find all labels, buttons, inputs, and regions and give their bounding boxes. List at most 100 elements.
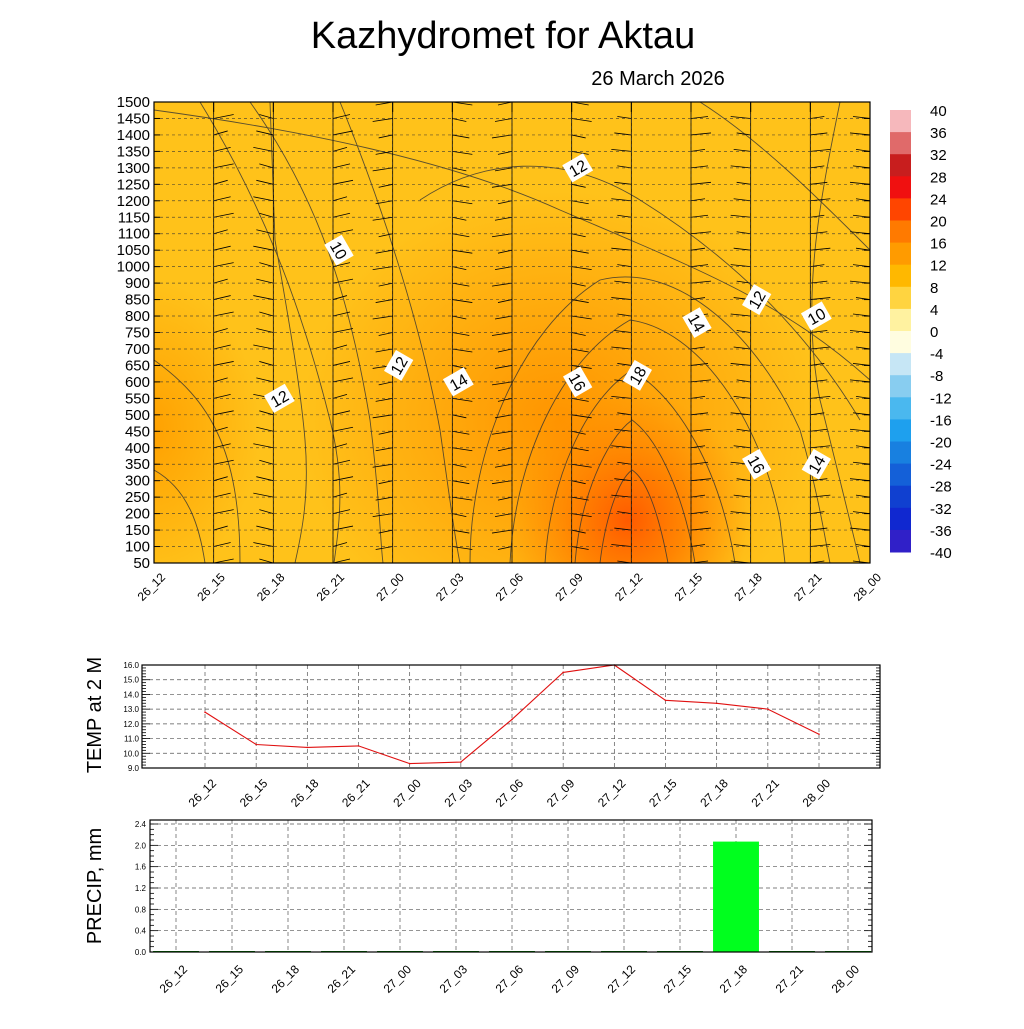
barb-27_18-1450 (730, 116, 751, 119)
barb-26_21-1400 (332, 130, 354, 136)
contour-label-5: 12 (384, 350, 414, 381)
contour-label-box-0 (562, 153, 594, 183)
barb-27_00-1450 (372, 118, 393, 122)
precipitation-frame (149, 819, 873, 953)
barb-27_06-500 (494, 414, 513, 419)
barb-26_18-600 (256, 377, 274, 383)
barb-27_06-900 (491, 282, 513, 287)
barb-26_15-250 (213, 492, 231, 498)
barb-26_18-1200 (253, 196, 274, 202)
barb-27_09-1200 (571, 200, 589, 205)
barb-27_21-300 (810, 478, 828, 482)
colorbar-label-18: -32 (930, 501, 952, 518)
contour-label-text-4: 14 (684, 311, 708, 335)
barb-27_09-1050 (571, 249, 589, 254)
colorbar-segment-12 (890, 375, 911, 398)
barb-27_21-1300 (810, 165, 825, 169)
colorbar: 4036322824201612840-4-8-12-16-20-24-28-3… (890, 103, 952, 562)
barb-26_15-800 (213, 311, 234, 317)
barb-27_03-400 (452, 447, 473, 452)
contour-label-text-3: 10 (805, 305, 829, 329)
barb-27_06-1450 (494, 118, 513, 122)
barb-27_00-450 (378, 430, 393, 435)
temperature-x-ticks: 26_12 26_15 26_18 26_21 27_00 27_03 27_06 27_09… (186, 776, 834, 810)
barb-27_03-1200 (452, 200, 473, 205)
barb-27_00-600 (378, 381, 393, 386)
barb-26_18-1250 (256, 179, 274, 185)
contour-label-11: 14 (801, 448, 831, 480)
barb-27_09-500 (571, 414, 592, 419)
contour-label-text-5: 12 (388, 354, 412, 378)
barb-27_21-1450 (810, 116, 825, 119)
temperature-grid (142, 664, 880, 769)
barb-27_00-1150 (372, 216, 393, 221)
colorbar-segment-6 (890, 242, 911, 266)
temp-y-tick-label-1: 10.0 (123, 749, 139, 758)
y-tick-label-500: 500 (125, 407, 150, 424)
x-tick-label-27_06: 27_06 (493, 570, 527, 604)
barb-26_21-600 (332, 377, 354, 383)
barb-27_03-1350 (452, 150, 473, 155)
precipitation-grid (150, 820, 872, 952)
barb-27_18-550 (733, 395, 751, 399)
y-tick-label-300: 300 (125, 473, 150, 490)
barb-27_09-750 (571, 332, 586, 336)
precip-x-tick-label-26_21: 26_21 (325, 962, 359, 996)
barb-27_15-1200 (690, 198, 706, 202)
barb-27_06-1350 (497, 151, 513, 155)
barb-26_18-300 (256, 476, 274, 482)
contour-label-2: 12 (742, 284, 772, 315)
barb-26_15-400 (213, 443, 231, 449)
y-tick-label-1350: 1350 (117, 143, 150, 160)
barb-26_21-100 (332, 542, 348, 547)
barb-27_06-850 (497, 299, 513, 303)
x-tick-label-28_00: 28_00 (851, 570, 885, 604)
colorbar-segment-17 (890, 485, 911, 509)
contour-label-text-1: 10 (326, 239, 350, 263)
barb-27_09-150 (571, 529, 586, 534)
barb-27_15-1150 (690, 214, 709, 218)
barb-27_06-350 (494, 463, 513, 468)
barb-26_21-500 (332, 410, 351, 416)
contour-label-box-6 (442, 367, 474, 397)
barb-27_15-400 (690, 445, 706, 449)
x-tick-label-27_15: 27_15 (672, 570, 706, 604)
y-tick-label-1150: 1150 (118, 209, 150, 226)
colorbar-label-15: -20 (930, 435, 952, 452)
temp-x-tick-label-27_03: 27_03 (441, 776, 475, 810)
barb-26_18-250 (253, 492, 274, 498)
barb-27_21-150 (810, 527, 828, 531)
barb-26_21-1450 (332, 114, 351, 119)
barb-27_21-850 (810, 297, 831, 300)
contour-label-3: 10 (800, 301, 832, 331)
barb-27_03-700 (452, 348, 473, 353)
barb-26_18-900 (256, 278, 274, 284)
y-tick-label-1300: 1300 (117, 160, 150, 177)
barb-27_03-1100 (452, 233, 470, 238)
colorbar-segment-15 (890, 441, 911, 465)
barb-27_06-1250 (491, 183, 513, 188)
barb-27_06-1400 (491, 134, 513, 139)
temperature-series-line (204, 664, 820, 765)
colorbar-label-16: -24 (930, 457, 952, 474)
temp-y-tick-label-6: 15.0 (123, 676, 139, 685)
barb-27_03-450 (452, 430, 470, 435)
warm-region-left (154, 280, 260, 563)
barb-26_15-450 (213, 426, 228, 432)
barb-26_18-350 (259, 459, 274, 465)
barb-26_15-1050 (213, 245, 231, 251)
barb-27_03-100 (452, 546, 473, 550)
barb-27_00-100 (375, 546, 393, 550)
precip-y-tick-label-3: 1.2 (135, 884, 147, 893)
barb-27_21-450 (810, 428, 828, 432)
contour-label-text-9: 12 (268, 388, 292, 412)
barb-27_21-500 (810, 412, 825, 416)
barb-27_06-100 (497, 546, 513, 550)
contour-label-box-2 (742, 284, 772, 315)
barb-27_09-1100 (571, 233, 586, 238)
barb-27_06-600 (491, 381, 513, 386)
barb-27_15-200 (690, 511, 709, 515)
y-tick-label-250: 250 (125, 489, 150, 506)
x-tick-label-26_21: 26_21 (314, 570, 348, 604)
barb-27_09-1150 (571, 216, 592, 221)
